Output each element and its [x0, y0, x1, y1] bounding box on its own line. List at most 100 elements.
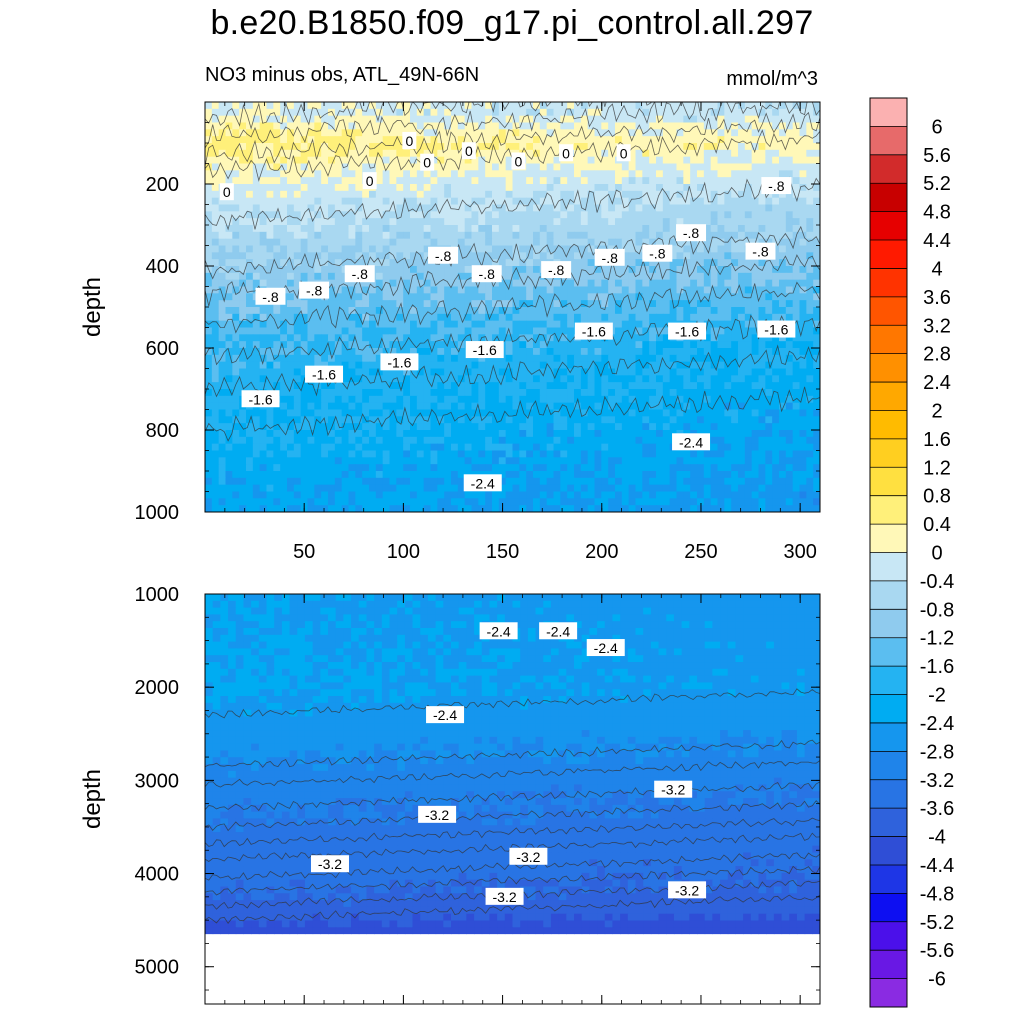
field-cell: [307, 348, 315, 356]
field-cell: [328, 464, 336, 472]
field-cell: [546, 184, 555, 192]
field-cell: [389, 190, 397, 199]
field-cell: [444, 395, 452, 404]
field-cell: [205, 115, 213, 124]
field-cell: [621, 190, 630, 199]
field-cell: [457, 389, 466, 397]
field-cell: [724, 190, 732, 199]
field-cell: [266, 122, 274, 130]
field-cell: [539, 368, 548, 376]
field-cell: [307, 149, 315, 158]
field-cell: [321, 190, 329, 199]
field-cell: [280, 307, 288, 315]
field-cell: [498, 334, 507, 342]
field-cell: [457, 402, 466, 411]
field-cell: [328, 231, 336, 240]
field-cell: [451, 464, 459, 472]
field-cell: [546, 402, 555, 411]
field-cell: [273, 245, 281, 253]
field-cell: [328, 443, 336, 452]
field-cell: [615, 122, 623, 130]
field-cell: [389, 307, 397, 315]
field-cell: [205, 143, 213, 151]
field-cell: [669, 184, 678, 192]
field-cell: [375, 430, 384, 438]
field-cell: [293, 300, 302, 308]
field-cell: [656, 361, 664, 370]
field-cell: [567, 382, 575, 390]
field-cell: [444, 327, 452, 335]
field-cell: [772, 334, 780, 342]
field-cell: [259, 327, 268, 335]
field-cell: [478, 354, 486, 363]
field-cell: [498, 389, 507, 397]
field-cell: [587, 129, 596, 137]
field-cell: [806, 471, 814, 479]
field-cell: [662, 129, 671, 137]
field-cell: [553, 218, 561, 226]
field-cell: [307, 122, 315, 130]
field-cell: [642, 272, 650, 281]
field-cell: [560, 177, 568, 185]
field-cell: [799, 163, 807, 171]
field-cell: [710, 354, 719, 363]
field-cell: [669, 245, 678, 253]
field-cell: [649, 225, 657, 233]
field-cell: [608, 293, 616, 301]
field-cell: [341, 102, 350, 110]
field-cell: [813, 177, 820, 185]
field-cell: [444, 170, 452, 178]
field-cell: [341, 368, 350, 376]
field-cell: [697, 450, 705, 458]
field-cell: [512, 293, 520, 301]
field-cell: [266, 102, 274, 110]
field-cell: [792, 423, 801, 431]
field-cell: [410, 436, 418, 445]
field-cell: [246, 450, 254, 458]
field-cell: [321, 143, 329, 151]
field-cell: [690, 115, 698, 124]
field-cell: [492, 170, 500, 178]
field-cell: [567, 170, 575, 178]
field-cell: [533, 409, 541, 417]
field-cell: [806, 108, 814, 117]
field-cell: [765, 279, 773, 288]
field-cell: [512, 122, 520, 130]
field-cell: [635, 300, 643, 308]
field-cell: [287, 361, 295, 370]
field-cell: [457, 457, 466, 465]
field-cell: [717, 450, 725, 458]
field-cell: [533, 197, 541, 206]
field-cell: [273, 430, 281, 438]
field-cell: [403, 272, 411, 281]
field-cell: [621, 320, 630, 329]
field-cell: [615, 136, 623, 144]
field-cell: [355, 218, 363, 226]
field-cell: [280, 279, 288, 288]
field-cell: [259, 115, 268, 124]
field-cell: [731, 307, 739, 315]
field-cell: [567, 190, 575, 199]
field-cell: [423, 177, 432, 185]
field-cell: [560, 368, 568, 376]
field-cell: [553, 382, 561, 390]
field-cell: [464, 129, 473, 137]
field-cell: [758, 211, 766, 219]
field-cell: [471, 382, 479, 390]
field-cell: [792, 307, 801, 315]
field-cell: [580, 102, 589, 110]
field-cell: [676, 307, 684, 315]
field-cell: [403, 423, 411, 431]
field-cell: [751, 348, 760, 356]
field-cell: [628, 375, 637, 383]
field-cell: [492, 382, 500, 390]
field-cell: [471, 354, 479, 363]
field-cell: [444, 163, 452, 171]
field-cell: [799, 149, 807, 158]
field-cell: [608, 143, 616, 151]
field-cell: [416, 464, 425, 472]
field-cell: [321, 197, 329, 206]
field-cell: [717, 443, 725, 452]
field-cell: [444, 436, 452, 445]
field-cell: [621, 361, 630, 370]
